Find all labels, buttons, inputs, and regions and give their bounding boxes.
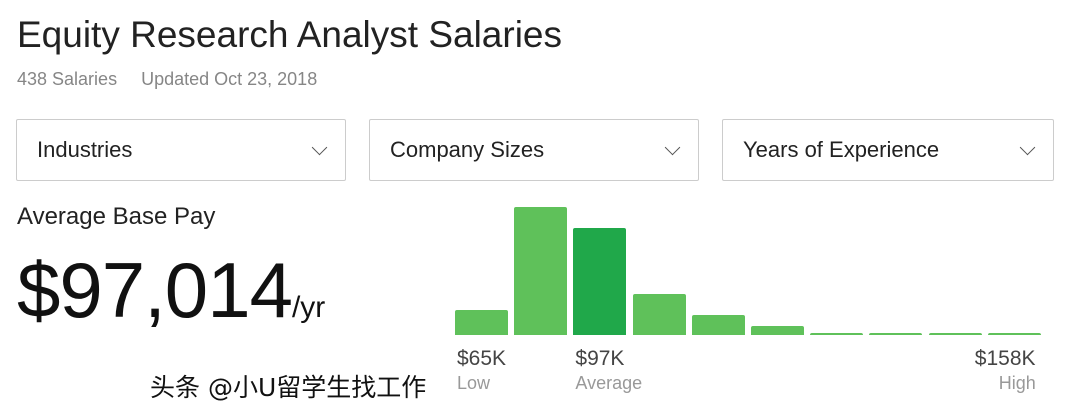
salary-count: 438 Salaries (17, 69, 118, 89)
histogram-bar[interactable] (810, 333, 864, 335)
histogram-bar[interactable] (751, 326, 804, 335)
company-sizes-dropdown[interactable]: Company Sizes (369, 119, 699, 181)
histogram-bar[interactable] (987, 333, 1041, 335)
histogram-bar[interactable] (455, 310, 508, 335)
chevron-down-icon (1019, 139, 1036, 155)
average-base-pay-value: $97,014/yr (17, 245, 325, 336)
histogram-value-label: $65K (457, 347, 507, 370)
chevron-down-icon (311, 139, 328, 155)
years-of-experience-dropdown[interactable]: Years of Experience (722, 119, 1054, 181)
histogram-bar[interactable] (928, 333, 982, 335)
histogram-bar[interactable] (514, 207, 568, 335)
average-base-pay-label: Average Base Pay (17, 203, 216, 230)
dropdown-label: Industries (37, 137, 133, 162)
watermark: 头条 @小U留学生找工作 (150, 373, 427, 402)
chevron-down-icon (664, 139, 681, 155)
histogram-bar[interactable] (869, 333, 923, 335)
histogram-caption-label: High (998, 373, 1036, 393)
histogram-caption-label: Low (457, 373, 491, 393)
pay-amount: $97,014 (17, 246, 293, 334)
histogram-value-label: $97K (575, 347, 625, 370)
histogram-bar[interactable] (573, 228, 627, 335)
industries-dropdown[interactable]: Industries (16, 119, 346, 181)
histogram-value-label: $158K (974, 347, 1036, 370)
dropdown-label: Years of Experience (743, 137, 940, 162)
updated-date: Updated Oct 23, 2018 (141, 69, 318, 89)
pay-unit: /yr (291, 291, 326, 324)
page-meta: 438 Salaries Updated Oct 23, 2018 (17, 69, 341, 90)
histogram-bar[interactable] (691, 315, 745, 335)
histogram-bar[interactable] (632, 294, 686, 335)
page-title: Equity Research Analyst Salaries (17, 14, 562, 55)
histogram-caption-label: Average (575, 373, 643, 393)
dropdown-label: Company Sizes (390, 137, 545, 162)
